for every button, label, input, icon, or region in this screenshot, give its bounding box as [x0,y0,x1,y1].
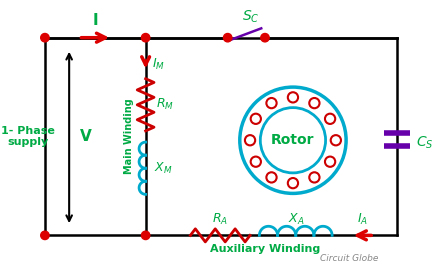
Text: $I_M$: $I_M$ [152,57,165,72]
Text: $C_S$: $C_S$ [416,135,433,151]
Text: $I_A$: $I_A$ [357,212,368,227]
Circle shape [41,231,49,240]
Text: Circuit Globe: Circuit Globe [320,254,379,263]
Text: 1- Phase
supply: 1- Phase supply [1,126,55,147]
Circle shape [142,33,150,42]
Circle shape [223,33,232,42]
Circle shape [142,231,150,240]
Text: Rotor: Rotor [271,133,315,147]
Text: V: V [81,129,92,144]
Text: Main Winding: Main Winding [124,99,134,174]
Text: $X_M$: $X_M$ [154,161,172,176]
Text: $S_C$: $S_C$ [242,9,260,25]
Text: I: I [93,13,98,28]
Text: $X_A$: $X_A$ [288,212,304,227]
Text: $R_A$: $R_A$ [212,212,228,227]
Text: $R_M$: $R_M$ [156,97,174,112]
Text: Auxiliary Winding: Auxiliary Winding [210,244,320,254]
Circle shape [261,33,269,42]
Circle shape [41,33,49,42]
